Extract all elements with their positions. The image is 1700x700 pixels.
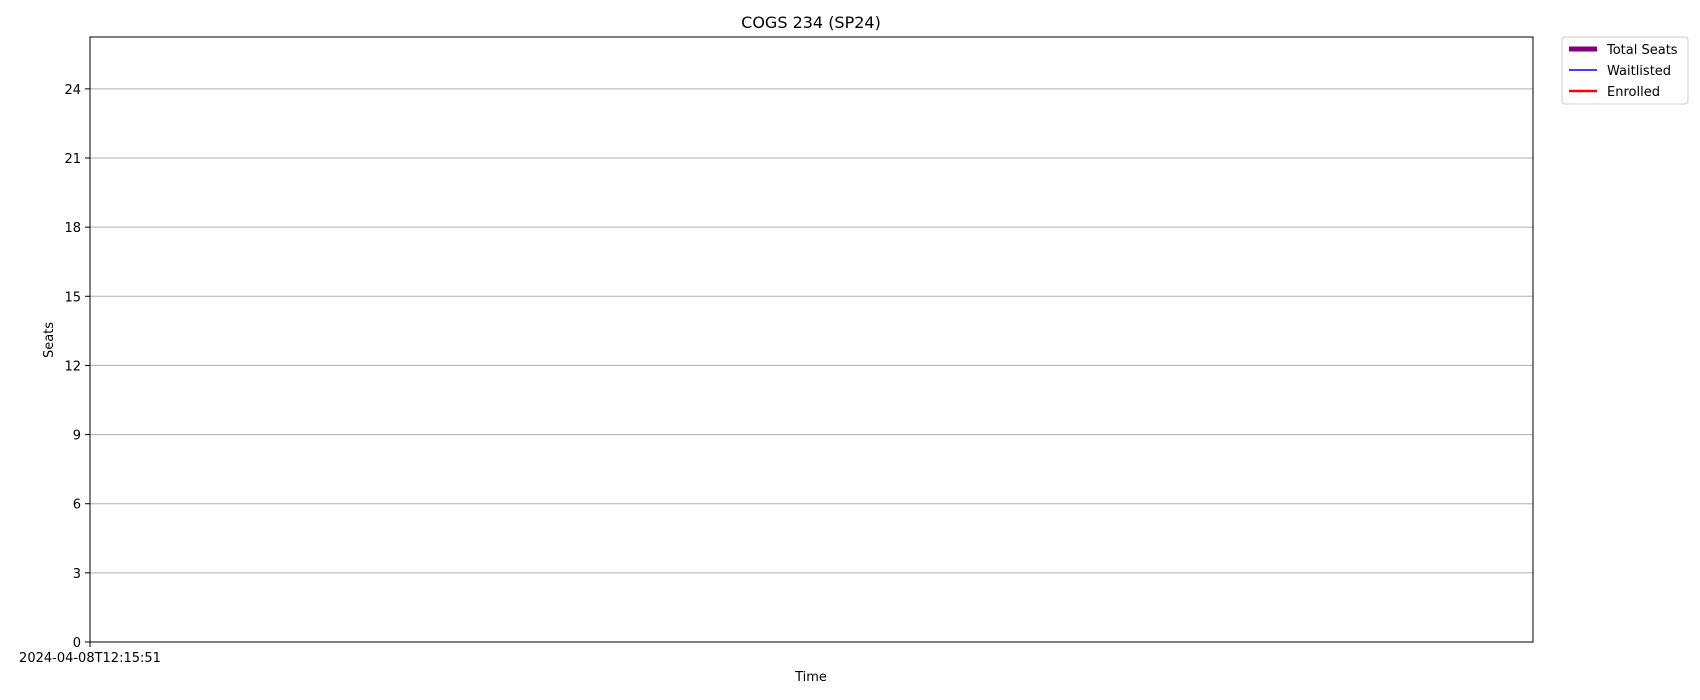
y-tick-label: 0 bbox=[73, 636, 81, 651]
legend-frame bbox=[1561, 36, 1689, 105]
legend: Total Seats Waitlisted Enrolled bbox=[1561, 36, 1689, 105]
y-tick-label: 24 bbox=[64, 83, 81, 98]
x-axis-label: Time bbox=[794, 670, 827, 685]
y-tick-label: 18 bbox=[64, 221, 81, 236]
x-tick-label: 2024-04-08T12:15:51 bbox=[19, 651, 161, 666]
chart-title: COGS 234 (SP24) bbox=[741, 13, 881, 32]
legend-label: Waitlisted bbox=[1607, 64, 1671, 79]
y-tick-label: 3 bbox=[73, 567, 81, 582]
y-tick-label: 9 bbox=[73, 429, 81, 444]
y-axis-label: Seats bbox=[42, 322, 57, 358]
y-tick-label: 6 bbox=[73, 498, 81, 513]
legend-label: Enrolled bbox=[1607, 85, 1660, 100]
gridlines bbox=[90, 88, 1533, 574]
y-axis: 0 3 6 9 12 15 18 21 24 bbox=[64, 83, 90, 651]
plot-area-frame bbox=[89, 36, 1534, 643]
y-tick-label: 15 bbox=[64, 290, 81, 305]
y-tick-label: 21 bbox=[64, 152, 81, 167]
x-axis: 2024-04-08T12:15:51 bbox=[19, 642, 161, 666]
legend-label: Total Seats bbox=[1606, 43, 1678, 58]
y-tick-label: 12 bbox=[64, 359, 81, 374]
